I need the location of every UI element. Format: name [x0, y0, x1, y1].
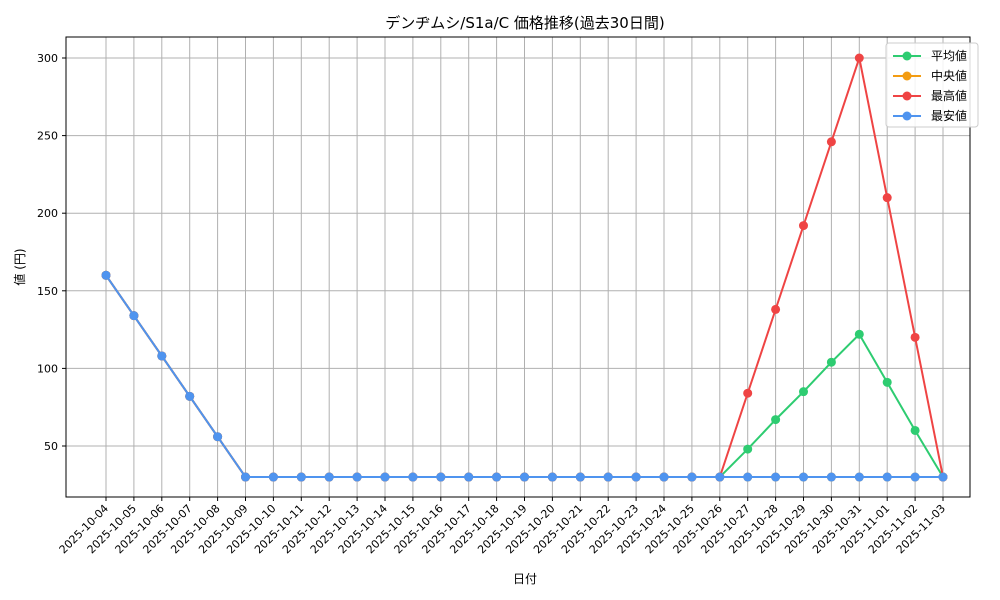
- data-point-marker: [241, 472, 250, 482]
- data-point-marker: [659, 472, 669, 482]
- chart-title: デンヂムシ/S1a/C 価格推移(過去30日間): [385, 14, 664, 32]
- data-point-marker: [771, 304, 781, 314]
- grid-lines: [66, 37, 970, 497]
- data-point-marker: [296, 472, 306, 482]
- data-point-marker: [352, 472, 362, 482]
- data-point-marker: [771, 415, 781, 425]
- legend-label: 最高値: [931, 88, 967, 103]
- x-axis-ticks: 2025-10-042025-10-052025-10-062025-10-07…: [57, 497, 948, 556]
- data-point-marker: [882, 472, 892, 482]
- data-point-marker: [882, 377, 892, 387]
- data-point-marker: [492, 472, 502, 482]
- data-point-marker: [826, 137, 836, 147]
- y-tick-label: 300: [37, 52, 58, 65]
- data-point-marker: [882, 193, 892, 203]
- data-point-marker: [854, 53, 864, 63]
- data-point-marker: [268, 472, 278, 482]
- data-point-marker: [743, 388, 753, 398]
- data-point-marker: [910, 472, 920, 482]
- y-tick-label: 200: [37, 207, 58, 220]
- data-point-marker: [631, 472, 641, 482]
- legend-marker-icon: [902, 111, 912, 121]
- data-point-marker: [799, 472, 808, 482]
- y-tick-label: 250: [37, 130, 58, 143]
- data-point-marker: [854, 472, 864, 482]
- data-point-marker: [324, 472, 334, 482]
- y-axis-ticks: 50 100 150 200 250 300: [37, 52, 66, 453]
- data-point-marker: [854, 329, 864, 339]
- y-tick-label: 100: [37, 362, 58, 375]
- data-point-marker: [101, 270, 111, 280]
- data-point-marker: [799, 387, 808, 397]
- legend-marker-icon: [902, 91, 912, 101]
- data-point-marker: [799, 221, 808, 231]
- data-point-marker: [213, 432, 223, 442]
- legend-label: 最安値: [931, 108, 967, 123]
- plot-area-frame: [65, 36, 971, 498]
- data-point-marker: [408, 472, 418, 482]
- data-point-marker: [464, 472, 474, 482]
- legend-box: [885, 42, 979, 128]
- y-tick-label: 150: [37, 285, 58, 298]
- data-point-marker: [687, 472, 697, 482]
- y-tick-label: 50: [44, 440, 58, 453]
- series-lines: [101, 53, 948, 482]
- data-point-marker: [129, 311, 139, 321]
- data-point-marker: [436, 472, 446, 482]
- data-point-marker: [771, 472, 781, 482]
- data-point-marker: [826, 357, 836, 367]
- series-3: [101, 270, 948, 482]
- data-point-marker: [603, 472, 613, 482]
- data-point-marker: [547, 472, 557, 482]
- data-point-marker: [910, 332, 920, 342]
- x-axis-label: 日付: [513, 572, 537, 586]
- legend-label: 中央値: [931, 68, 967, 83]
- legend-marker-icon: [902, 51, 912, 61]
- data-point-marker: [380, 472, 390, 482]
- legend-label: 平均値: [931, 48, 967, 63]
- data-point-marker: [157, 351, 167, 361]
- data-point-marker: [826, 472, 836, 482]
- data-point-marker: [743, 444, 753, 454]
- data-point-marker: [715, 472, 725, 482]
- data-point-marker: [743, 472, 753, 482]
- legend-marker-icon: [902, 71, 912, 81]
- data-point-marker: [520, 472, 529, 482]
- data-point-marker: [910, 425, 920, 435]
- data-point-marker: [575, 472, 585, 482]
- data-point-marker: [938, 472, 948, 482]
- data-point-marker: [185, 391, 195, 401]
- y-axis-label: 値 (円): [12, 248, 27, 285]
